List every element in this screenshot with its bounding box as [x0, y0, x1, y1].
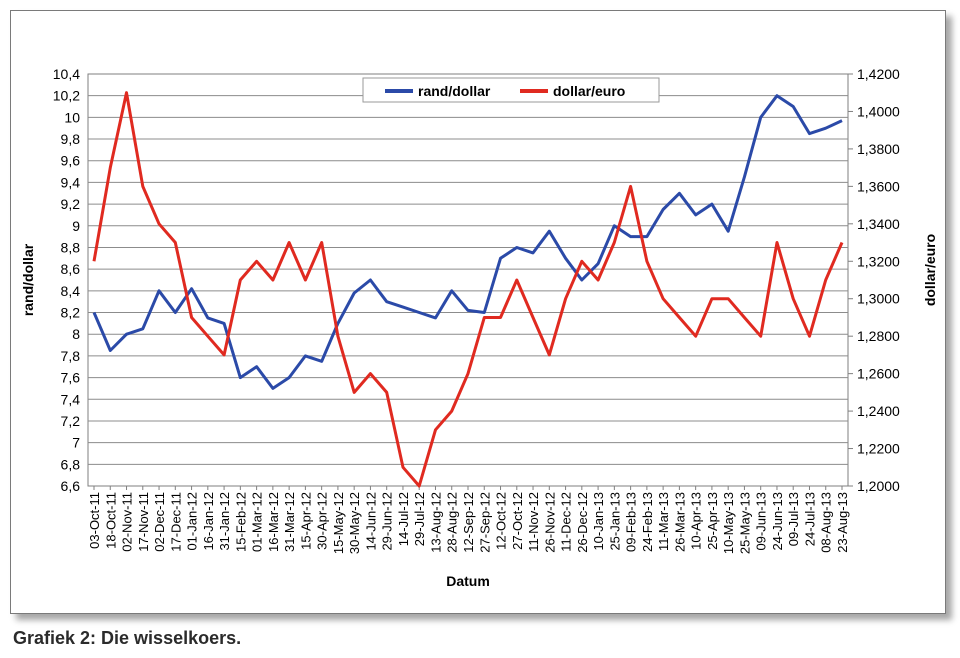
y-tick-label-left: 10,2	[53, 88, 80, 104]
x-tick-label: 09-Feb-13	[624, 492, 639, 552]
figure-caption: Grafiek 2: Die wisselkoers.	[13, 628, 242, 648]
x-tick-label: 09-Jul-13	[786, 492, 801, 546]
x-tick-label: 18-Oct-11	[103, 492, 118, 549]
y-tick-label-right: 1,2400	[857, 403, 900, 419]
x-tick-label: 16-Mar-12	[266, 492, 281, 552]
x-axis-ticks: 03-Oct-11 18-Oct-11 02-Nov-11 17-Nov-11 02-D…	[87, 486, 850, 554]
y-tick-label-right: 1,4200	[857, 66, 900, 82]
y-tick-label-left: 7,8	[61, 348, 81, 364]
x-tick-label: 23-Aug-13	[835, 492, 850, 553]
x-tick-label: 12-Oct-12	[494, 492, 509, 550]
y-tick-label-left: 8,4	[61, 283, 81, 299]
x-tick-label: 10-May-13	[721, 492, 736, 554]
y-tick-label-right: 1,2600	[857, 366, 900, 382]
x-axis-label: Datum	[446, 573, 490, 589]
x-tick-label: 09-Jun-13	[754, 492, 769, 551]
legend: rand/dollar dollar/euro	[362, 77, 660, 103]
x-tick-label: 15-May-12	[331, 492, 346, 554]
x-tick-label: 24-Feb-13	[640, 492, 655, 552]
x-tick-label: 11-Mar-13	[656, 492, 671, 551]
x-tick-label: 24-Jul-13	[802, 492, 817, 546]
x-tick-label: 15-Apr-12	[298, 492, 313, 550]
x-tick-label: 31-Mar-12	[282, 492, 297, 552]
y-tick-label-left: 8,6	[61, 261, 81, 277]
y-tick-label-left: 7,4	[61, 391, 81, 407]
x-tick-label: 11-Dec-12	[559, 492, 574, 552]
y-tick-label-left: 10,4	[53, 66, 80, 82]
series-line-rand-dollar	[92, 94, 843, 390]
x-tick-label: 17-Nov-11	[136, 492, 151, 552]
y-tick-label-left: 9	[72, 218, 80, 234]
x-tick-label: 10-Jan-13	[591, 492, 606, 551]
right-axis-ticks: 1,2000 1,2200 1,2400 1,2600 1,2800 1,3000 1,32…	[848, 66, 900, 494]
x-tick-label: 31-Jan-12	[217, 492, 232, 551]
x-tick-label: 27-Sep-12	[477, 492, 492, 553]
y-tick-label-right: 1,2000	[857, 478, 900, 494]
x-tick-label: 30-Apr-12	[315, 492, 330, 550]
y-tick-label-left: 9,8	[61, 131, 81, 147]
x-tick-label: 12-Sep-12	[461, 492, 476, 553]
x-tick-label: 02-Nov-11	[120, 492, 135, 552]
x-tick-label: 10-Apr-13	[689, 492, 704, 550]
y-tick-label-right: 1,3800	[857, 141, 900, 157]
x-tick-label: 01-Mar-12	[250, 492, 265, 552]
x-tick-label: 24-Jun-13	[770, 492, 785, 551]
y-tick-label-left: 8	[72, 326, 80, 342]
y-tick-label-right: 1,3200	[857, 253, 900, 269]
y-tick-label-left: 7	[72, 435, 80, 451]
x-tick-label: 11-Nov-12	[526, 492, 541, 552]
y-tick-label-left: 9,2	[61, 196, 81, 212]
y-tick-label-right: 1,3400	[857, 216, 900, 232]
x-tick-label: 26-Mar-13	[672, 492, 687, 552]
y-tick-label-left: 6,6	[61, 478, 81, 494]
series-lines	[92, 91, 844, 488]
y-axis-label-left: rand/dollar	[20, 243, 36, 316]
x-tick-label: 25-Jan-13	[607, 492, 622, 551]
x-tick-label: 17-Dec-11	[168, 492, 183, 552]
x-tick-label: 30-May-12	[347, 492, 362, 554]
y-tick-label-left: 7,6	[61, 370, 81, 386]
series-line-dollar-euro	[92, 91, 844, 488]
y-tick-label-right: 1,2800	[857, 328, 900, 344]
x-tick-label: 26-Nov-12	[542, 492, 557, 553]
x-tick-label: 25-Apr-13	[705, 492, 720, 550]
x-tick-label: 14-Jun-12	[363, 492, 378, 551]
x-tick-label: 02-Dec-11	[152, 492, 167, 552]
x-tick-label: 26-Dec-12	[575, 492, 590, 553]
y-tick-label-left: 9,4	[61, 174, 81, 190]
y-tick-label-right: 1,4000	[857, 103, 900, 119]
y-tick-label-left: 8,2	[61, 305, 81, 321]
y-tick-label-left: 6,8	[61, 456, 81, 472]
x-tick-label: 29-Jul-12	[412, 492, 427, 546]
y-tick-label-right: 1,3600	[857, 178, 900, 194]
x-tick-label: 25-May-13	[737, 492, 752, 554]
x-tick-label: 03-Oct-11	[87, 492, 102, 549]
y-tick-label-left: 10	[64, 109, 80, 125]
x-tick-label: 14-Jul-12	[396, 492, 411, 546]
y-tick-label-left: 8,8	[61, 239, 81, 255]
plot-area	[87, 73, 849, 487]
x-tick-label: 27-Oct-12	[510, 492, 525, 550]
y-tick-label-left: 9,6	[61, 153, 81, 169]
legend-label-dollar-euro: dollar/euro	[553, 83, 625, 99]
x-tick-label: 16-Jan-12	[201, 492, 216, 551]
x-tick-label: 15-Feb-12	[233, 492, 248, 552]
y-axis-label-right: dollar/euro	[922, 234, 938, 306]
x-tick-label: 29-Jun-12	[380, 492, 395, 551]
x-tick-label: 01-Jan-12	[185, 492, 200, 551]
left-axis-ticks: 6,6 6,8 7 7,2 7,4 7,6 7,8 8 8,2 8,4 8,6 8,8 9 9,2 9,4 9…	[53, 66, 80, 494]
x-tick-label: 13-Aug-12	[428, 492, 443, 553]
y-tick-label-right: 1,3000	[857, 291, 900, 307]
x-tick-label: 08-Aug-13	[819, 492, 834, 553]
legend-label-rand-dollar: rand/dollar	[418, 83, 491, 99]
y-tick-label-left: 7,2	[61, 413, 81, 429]
x-tick-label: 28-Aug-12	[445, 492, 460, 553]
y-tick-label-right: 1,2200	[857, 441, 900, 457]
